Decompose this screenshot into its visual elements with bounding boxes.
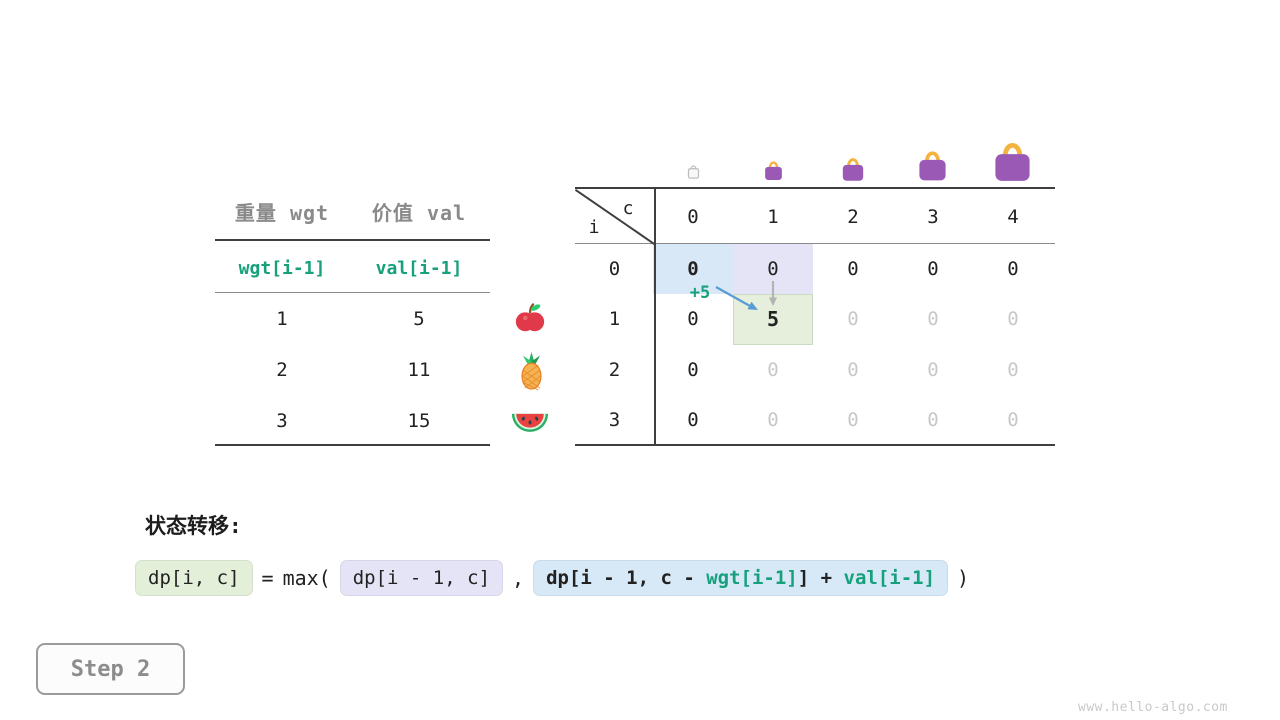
dp-cell-3-1: 0 — [767, 409, 779, 432]
dp-col-header: 3 — [927, 206, 939, 228]
step-badge: Step 2 — [36, 643, 185, 695]
dp-table-bottom-rule — [575, 444, 1055, 446]
dp-col-header: 0 — [687, 206, 699, 228]
formula-lhs-chip: dp[i, c] — [135, 560, 253, 596]
dp-cell-0-2: 0 — [847, 257, 859, 280]
formula-arg1-chip: dp[i - 1, c] — [339, 560, 504, 596]
item-row-val: 5 — [413, 308, 425, 330]
dp-cell-0-3: 0 — [927, 257, 939, 280]
dp-cell-3-3: 0 — [927, 409, 939, 432]
item-table-bottom-rule — [215, 444, 490, 446]
formula-heading: 状态转移: — [145, 514, 242, 538]
dp-col-header: 4 — [1007, 206, 1019, 228]
dp-cell-2-4: 0 — [1007, 358, 1019, 381]
dp-row-header: 0 — [608, 257, 621, 280]
formula-arg2-val: val[i-1] — [843, 567, 936, 589]
formula-arg2-part1: dp[i - 1, c - — [546, 567, 707, 589]
formula-comma: , — [512, 566, 525, 590]
item-table-col1-subheader: wgt[i-1] — [238, 257, 326, 279]
dp-cell-2-2: 0 — [847, 358, 859, 381]
apple-icon — [513, 301, 547, 335]
dp-cell-2-1: 0 — [767, 358, 779, 381]
dp-cell-1-3: 0 — [927, 308, 939, 331]
item-table-col2-subheader: val[i-1] — [375, 257, 463, 279]
watermark: www.hello-algo.com — [1078, 700, 1228, 715]
formula-arg2-wgt: wgt[i-1] — [706, 567, 798, 589]
bag-medium-icon — [840, 154, 866, 182]
dp-row-header: 2 — [608, 358, 621, 381]
state-transition-formula: dp[i, c] = max( dp[i - 1, c] , dp[i - 1,… — [135, 560, 969, 596]
dp-table-top-rule — [575, 187, 1055, 189]
dp-cell-0-0: 0 — [687, 257, 699, 280]
dp-table-header-rule — [575, 243, 1055, 244]
item-table-header-rule — [215, 239, 490, 241]
item-table-sub-rule — [215, 292, 490, 293]
watermelon-icon — [511, 406, 549, 436]
dp-cell-1-0: 0 — [687, 308, 699, 331]
dp-cell-1-2: 0 — [847, 308, 859, 331]
item-row-wgt: 3 — [276, 410, 288, 432]
dp-corner-row-label: i — [588, 216, 600, 238]
item-table-col2-header: 价值 val — [371, 200, 467, 225]
formula-close-paren: ) — [957, 566, 970, 590]
bag-outline-small-icon — [686, 163, 701, 180]
dp-cell-2-0: 0 — [687, 358, 699, 381]
dp-col-header: 2 — [847, 206, 859, 228]
dp-corner-col-label: c — [622, 197, 634, 219]
dp-cell-3-4: 0 — [1007, 409, 1019, 432]
dp-cell-0-4: 0 — [1007, 257, 1019, 280]
item-row-wgt: 1 — [276, 308, 288, 330]
item-table-col1-header: 重量 wgt — [234, 200, 330, 225]
item-row-wgt: 2 — [276, 359, 288, 381]
dp-cell-1-1: 5 — [766, 307, 780, 332]
bag-small-icon — [763, 158, 784, 181]
dp-col-header: 1 — [767, 206, 779, 228]
dp-row-header: 3 — [608, 409, 621, 432]
item-row-val: 15 — [407, 410, 431, 432]
formula-arg2-part3: ] + — [797, 567, 844, 589]
dp-cell-1-4: 0 — [1007, 308, 1019, 331]
dp-cell-highlight-blue — [653, 243, 733, 294]
item-row-val: 11 — [407, 359, 431, 381]
dp-table-vertical-rule — [654, 188, 656, 445]
dp-cell-0-1: 0 — [767, 257, 779, 280]
pineapple-icon — [516, 351, 547, 391]
formula-arg2-chip: dp[i - 1, c - wgt[i-1]] + val[i-1] — [533, 560, 949, 596]
dp-cell-3-2: 0 — [847, 409, 859, 432]
dp-cell-3-0: 0 — [687, 409, 699, 432]
bag-xlarge-icon — [991, 136, 1034, 183]
bag-large-icon — [916, 146, 949, 182]
transition-annotation: +5 — [689, 283, 711, 303]
dp-row-header: 1 — [608, 308, 621, 331]
formula-equals: = — [261, 566, 274, 590]
formula-max-open: max( — [282, 566, 331, 590]
dp-cell-2-3: 0 — [927, 358, 939, 381]
